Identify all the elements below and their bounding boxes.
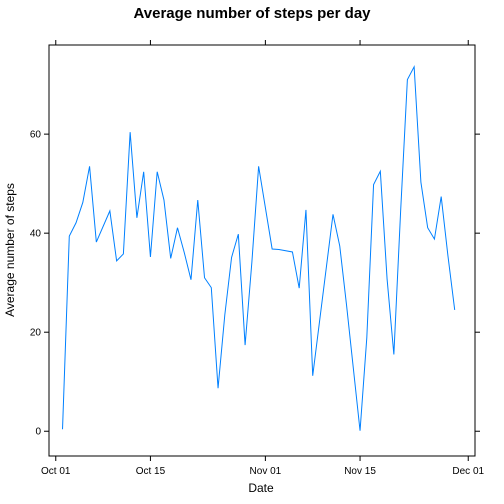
y-axis: 0 20 40 60 (30, 130, 480, 438)
series-line-0 (62, 64, 456, 431)
y-tick-label: 0 (35, 427, 41, 438)
series-layer (62, 64, 456, 431)
x-tick-label: Dec 01 (452, 466, 484, 477)
x-tick-label: Oct 01 (41, 466, 71, 477)
y-tick-label: 40 (30, 229, 42, 240)
chart-title: Average number of steps per day (133, 5, 371, 22)
y-axis-label: Average number of steps (3, 183, 17, 317)
y-tick-label: 20 (30, 328, 42, 339)
x-tick-label: Oct 15 (136, 466, 166, 477)
x-axis-label: Date (248, 481, 274, 495)
x-tick-label: Nov 15 (344, 466, 376, 477)
y-tick-label: 60 (30, 130, 42, 141)
x-axis: Oct 01 Oct 15 Nov 01 Nov 15 Dec 01 (41, 40, 485, 477)
x-tick-label: Nov 01 (250, 466, 282, 477)
plot-panel (48, 44, 476, 457)
